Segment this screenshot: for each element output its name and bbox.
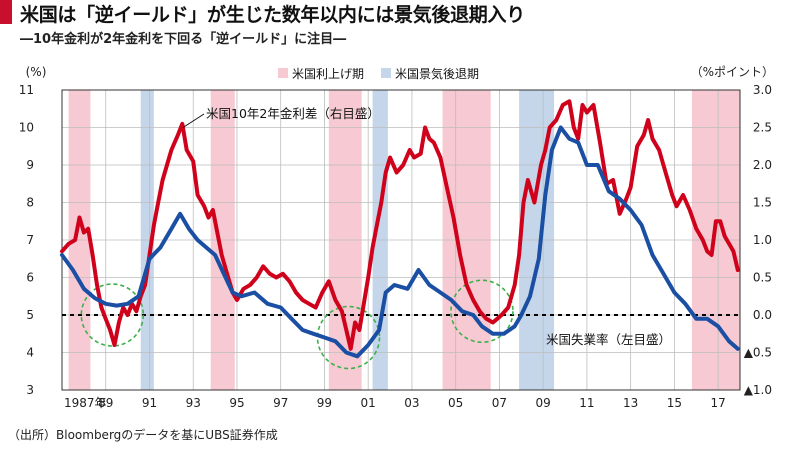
legend-swatch-recession [381,68,391,78]
right-axis-tick: 1.5 [753,196,772,210]
left-axis-tick: 8 [26,196,34,210]
x-axis-tick: 03 [404,396,419,410]
title-accent-bar [0,0,12,24]
x-axis-tick: 99 [317,396,332,410]
x-axis-tick: 91 [142,396,157,410]
right-axis-tick: 0.5 [753,271,772,285]
right-axis-tick: 1.0 [753,233,772,247]
x-axis-tick: 93 [186,396,201,410]
left-axis-tick: 11 [19,83,34,97]
x-axis-tick: 89 [98,396,113,410]
inversion-circle [316,305,381,370]
x-axis-tick: 15 [667,396,682,410]
right-axis-tick: 2.0 [753,158,772,172]
left-axis-tick: 10 [19,121,34,135]
annotations: 米国10年2年金利差（右目盛） 米国失業率（左目盛） [182,106,671,347]
x-axis-tick: 95 [229,396,244,410]
x-axis-tick: 01 [361,396,376,410]
legend: 米国利上げ期 米国景気後退期 [278,66,479,81]
left-axis-unit: (%) [26,65,47,79]
unemployment-annotation: 米国失業率（左目盛） [546,332,671,347]
legend-label-recession: 米国景気後退期 [395,66,479,81]
x-axis-tick: 17 [710,396,725,410]
plot-frame [61,89,741,391]
unemployment-line [60,125,740,359]
inversion-circle [450,279,514,344]
x-axis-tick: 13 [623,396,638,410]
spread-annotation-leader [182,113,205,128]
left-axis-tick: 9 [26,158,34,172]
spread-annotation: 米国10年2年金利差（右目盛） [206,106,380,121]
x-axis-tick: 07 [492,396,507,410]
x-axis-tick: 05 [448,396,463,410]
right-axis-tick: 0.0 [753,308,772,322]
x-axis-tick: 09 [536,396,551,410]
legend-label-hike: 米国利上げ期 [292,67,364,81]
chart-subtitle: ―10年金利が2年金利を下回る「逆イールド」に注目― [20,32,347,47]
right-axis-tick: ▲0.5 [744,346,772,360]
left-axis-tick: 4 [26,346,34,360]
left-axis-tick: 3 [26,383,34,397]
series-lines [60,99,740,359]
x-axis-tick: 11 [579,396,594,410]
x-axis-tick: 1987年 [64,396,107,410]
inversion-circles [80,279,514,370]
left-axis-tick: 6 [26,271,34,285]
left-axis-tick: 7 [26,233,34,247]
inversion-circle [80,283,145,347]
yield-spread-line [60,99,740,351]
right-axis-unit: （%ポイント） [691,65,774,79]
x-axis-tick: 97 [273,396,288,410]
right-axis-tick: ▲1.0 [744,383,772,397]
plot-border [61,89,741,391]
chart-title: 米国は「逆イールド」が生じた数年以内には景気後退期入り [20,4,525,26]
legend-swatch-hike [278,68,288,78]
source-note: （出所）Bloombergのデータを基にUBS証券作成 [8,428,278,442]
right-axis-tick: 3.0 [753,83,772,97]
right-axis-tick: 2.5 [753,121,772,135]
left-axis-tick: 5 [26,308,34,322]
